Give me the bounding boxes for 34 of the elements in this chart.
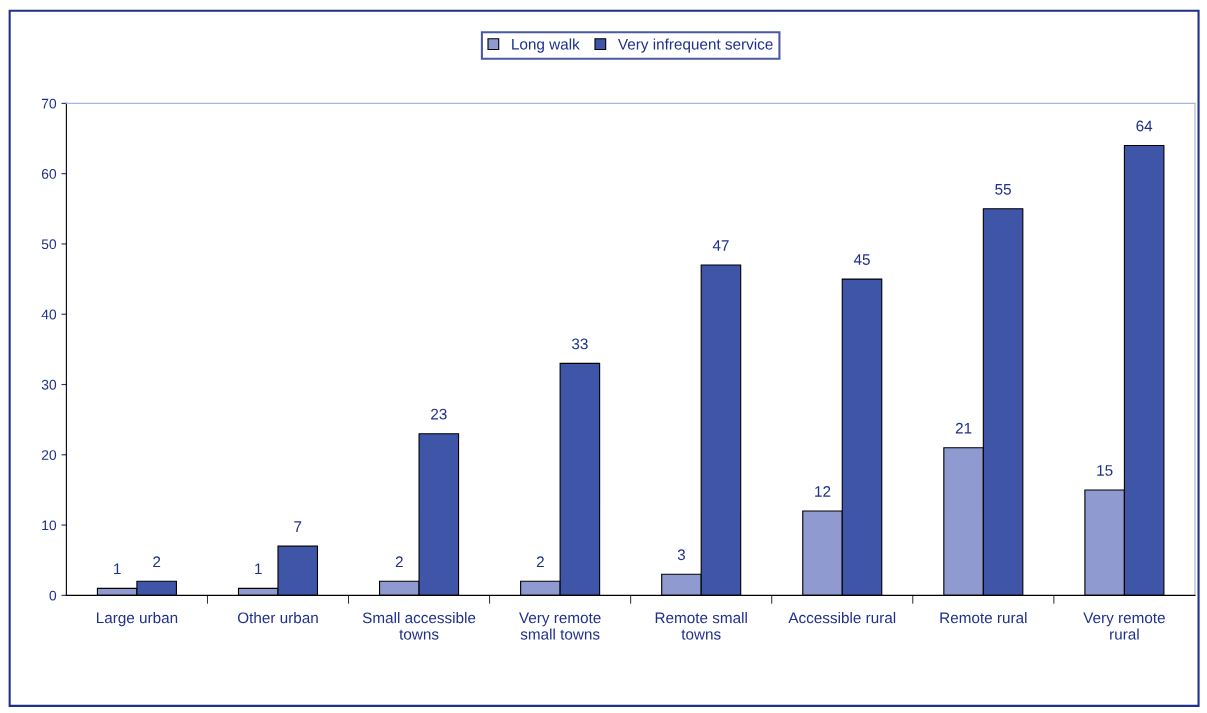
y-tick-label: 0 [49, 590, 57, 601]
data-label: 1 [255, 563, 262, 575]
data-label: 7 [294, 521, 302, 532]
y-tick-label: 40 [41, 309, 57, 320]
data-label: 64 [1136, 120, 1153, 132]
x-tick-label: Very remote rural [1083, 612, 1165, 640]
data-label: 45 [853, 254, 870, 265]
legend-label: Very infrequent service [617, 38, 773, 53]
data-label: 47 [712, 240, 729, 251]
data-label: 21 [955, 422, 972, 434]
data-label: 55 [995, 184, 1011, 195]
data-label: 3 [677, 549, 686, 561]
x-tick-label: Very remote small towns [519, 612, 601, 640]
data-label: 23 [431, 408, 447, 420]
y-tick-label: 70 [41, 98, 57, 109]
y-tick-label: 30 [41, 379, 57, 390]
y-tick-label: 10 [42, 520, 57, 531]
y-tick-label: 50 [41, 239, 57, 250]
x-tick-label: Small accessible towns [362, 612, 476, 640]
x-tick-label: Remote rural [940, 612, 1027, 624]
x-tick-label: Large urban [96, 612, 178, 627]
data-label: 2 [153, 556, 161, 568]
data-label: 33 [571, 338, 588, 350]
y-tick-label: 20 [41, 450, 57, 460]
data-label: 1 [114, 563, 121, 575]
y-tick-label: 60 [41, 169, 57, 179]
data-label: 2 [536, 556, 544, 568]
x-tick-label: Other urban [237, 612, 318, 624]
data-label: 15 [1097, 465, 1113, 476]
x-tick-label: Remote small towns [655, 612, 747, 640]
x-tick-label: Accessible rural [788, 612, 896, 624]
data-label: 2 [395, 556, 403, 568]
legend-label: Long walk [512, 38, 580, 53]
data-label: 12 [815, 486, 831, 497]
